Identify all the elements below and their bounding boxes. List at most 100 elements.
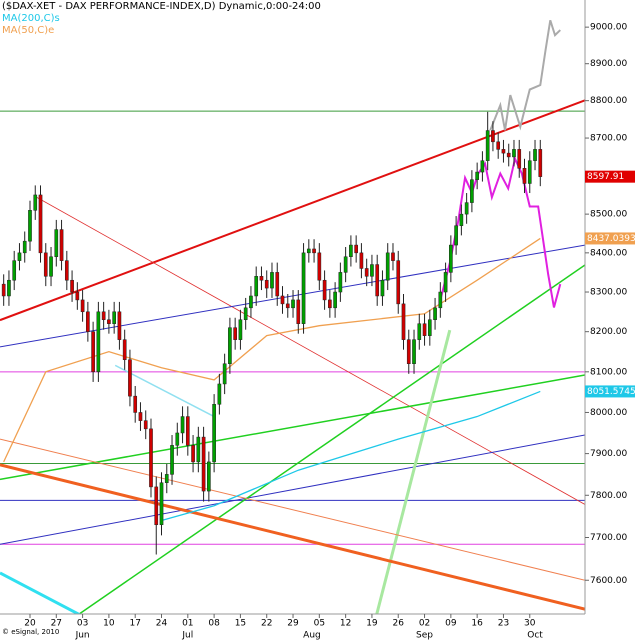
y-tick-label: 8700.00	[590, 134, 627, 144]
candle-body	[33, 194, 38, 211]
candle-body	[1, 283, 6, 297]
candle-body	[359, 252, 364, 269]
candle-body	[333, 291, 337, 309]
candle-body	[138, 412, 143, 421]
trend-line	[77, 264, 585, 614]
candle-body	[406, 339, 411, 364]
candle-body	[422, 323, 427, 336]
last-value-box	[585, 170, 635, 183]
candle-body	[28, 210, 32, 242]
x-tick-label: 16	[471, 619, 483, 629]
month-label: Jun	[75, 631, 90, 640]
candle-body	[38, 194, 43, 254]
candle-body	[522, 168, 527, 184]
candle-body	[180, 416, 185, 434]
x-tick-label: 10	[103, 619, 115, 629]
candle-body	[196, 436, 201, 463]
candle-body	[296, 299, 301, 324]
candle-body	[454, 225, 458, 246]
candle-body	[64, 260, 69, 281]
projection-line	[489, 19, 561, 131]
trend-line	[35, 196, 585, 505]
x-tick-label: 17	[129, 619, 140, 629]
candle-body	[464, 202, 469, 215]
candle-body	[143, 420, 148, 430]
candle-body	[433, 307, 437, 320]
candle-body	[470, 179, 474, 203]
trend-line	[0, 438, 585, 581]
candle-body	[59, 229, 64, 261]
footer: © eSignal, 2010	[2, 628, 59, 636]
candle-body	[391, 252, 395, 261]
last-value-box	[585, 232, 635, 245]
x-tick-label: 09	[445, 619, 457, 629]
x-tick-label: 30	[524, 619, 536, 629]
y-tick-label: 9000.00	[590, 23, 627, 33]
candle-body	[343, 256, 348, 273]
candle-body	[22, 240, 27, 254]
candle-body	[312, 248, 316, 254]
y-tick-label: 8100.00	[590, 367, 627, 377]
candle-body	[12, 260, 17, 281]
y-tick-label: 7600.00	[590, 576, 627, 586]
candle-body	[375, 264, 380, 297]
y-tick-label: 7900.00	[590, 449, 627, 459]
candle-body	[506, 152, 511, 158]
candle-body	[306, 248, 311, 254]
candle-body	[7, 279, 11, 297]
y-tick-label: 8300.00	[590, 288, 627, 298]
x-tick-label: 19	[366, 619, 378, 629]
x-tick-label: 23	[498, 619, 509, 629]
candle-body	[170, 445, 174, 475]
candle-body	[228, 327, 232, 364]
candle-body	[154, 486, 159, 526]
candle-body	[128, 359, 132, 397]
plot-area	[0, 19, 585, 614]
x-tick-label: 20	[24, 619, 36, 629]
candle-body	[427, 319, 432, 336]
trend-line	[375, 329, 452, 614]
candle-body	[412, 339, 416, 364]
candle-body	[101, 311, 106, 320]
candle-body	[222, 363, 227, 385]
trend-line	[0, 374, 585, 481]
x-tick-label: 15	[235, 619, 246, 629]
candle-body	[122, 339, 127, 360]
candle-body	[438, 291, 443, 309]
candle-body	[285, 303, 290, 309]
candle-body	[254, 276, 259, 297]
candle-body	[91, 331, 95, 373]
y-tick-label: 7700.00	[590, 533, 627, 543]
candle-body	[264, 279, 269, 289]
candle-body	[86, 311, 90, 332]
candle-body	[96, 311, 101, 373]
last-value-box	[585, 385, 635, 398]
candle-body	[385, 252, 390, 281]
candle-body	[417, 323, 422, 340]
candle-body	[291, 299, 295, 309]
x-tick-label: 08	[208, 619, 220, 629]
trend-line	[0, 571, 82, 614]
legend-entry: MA(50,C)e	[2, 25, 54, 36]
x-tick-label: 24	[156, 619, 168, 629]
x-tick-label: 02	[419, 619, 430, 629]
candle-body	[527, 160, 532, 184]
candle-body	[149, 428, 153, 488]
candle-body	[338, 272, 343, 293]
candle-body	[49, 256, 53, 277]
candle-body	[354, 244, 358, 254]
candle-body	[322, 279, 327, 301]
candle-body	[238, 319, 243, 340]
candle-body	[107, 319, 111, 324]
y-tick-label: 8400.00	[590, 248, 627, 258]
candle-body	[133, 395, 138, 413]
candle-body	[485, 130, 490, 161]
candle-body	[449, 244, 453, 273]
last-value-label: 8051.57452	[587, 387, 635, 397]
y-tick-label: 8500.00	[590, 210, 627, 220]
x-tick-label: 29	[287, 619, 299, 629]
candle-body	[480, 160, 485, 173]
candle-body	[70, 279, 74, 293]
